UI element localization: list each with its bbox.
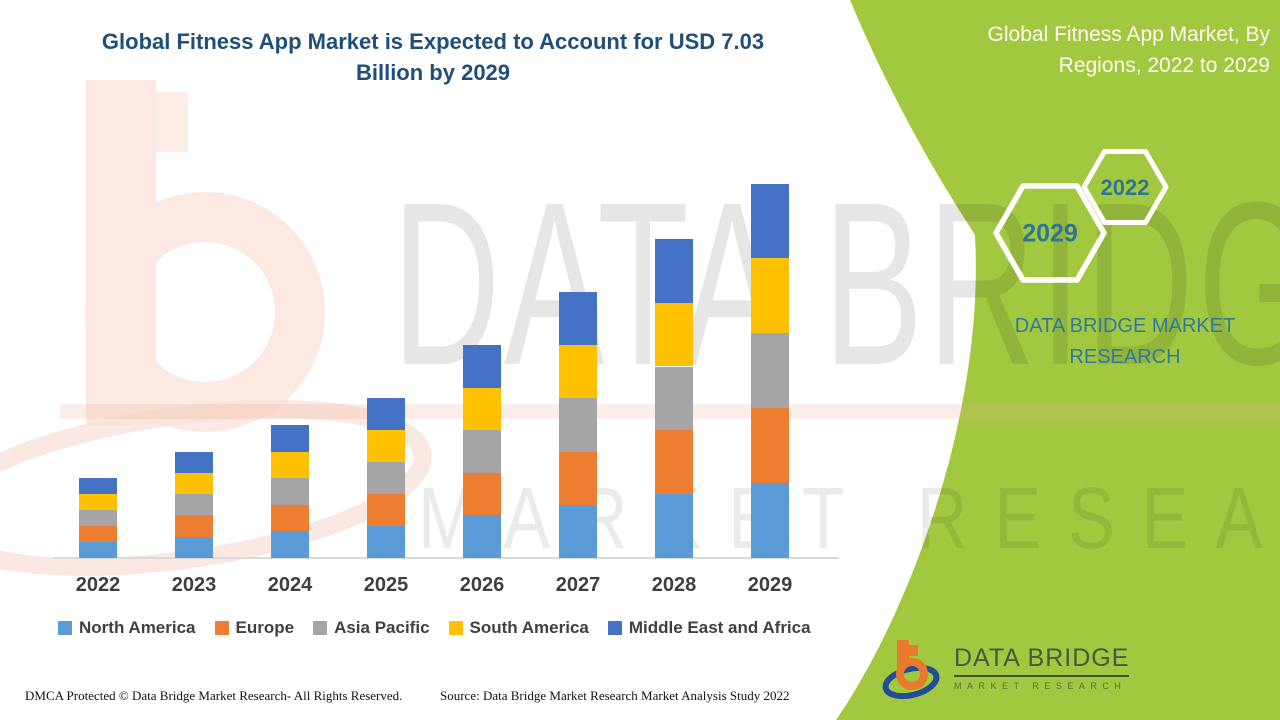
legend-swatch-south-america [448,621,463,635]
bar-segment-middle-east-and-africa-2027 [559,292,597,346]
bar-segment-europe-2027 [559,451,597,505]
side-panel-title-line1: Global Fitness App Market, By [987,23,1270,46]
x-axis-label-2025: 2025 [363,574,409,596]
bar-segment-asia-pacific-2024 [271,478,309,505]
legend-swatch-middle-east-and-africa [607,621,622,635]
legend-label: Asia Pacific [334,618,430,637]
footer-logo-text: DATA BRIDGE MARKET RESEARCH [954,644,1130,691]
bar-segment-europe-2029 [751,408,789,483]
hexagon-2029-label: 2029 [1022,220,1078,248]
bar-segment-middle-east-and-africa-2024 [271,425,309,452]
bar-segment-middle-east-and-africa-2026 [463,345,501,388]
x-axis-label-2026: 2026 [459,574,505,596]
bar-segment-south-america-2029 [751,258,789,333]
brand-caption-line1: DATA BRIDGE MARKET [1014,315,1236,337]
page-title: Global Fitness App Market is Expected to… [53,26,813,88]
bar-segment-asia-pacific-2023 [175,494,213,516]
bar-segment-europe-2024 [271,504,309,532]
bar-segment-north-america-2023 [175,536,213,558]
bar-segment-south-america-2022 [79,494,117,511]
bar-segment-europe-2023 [175,515,213,537]
hexagon-2022: 2022 [1081,149,1169,225]
legend-item-asia-pacific: Asia Pacific [313,618,430,638]
x-axis-label-2029: 2029 [747,574,793,596]
bar-segment-south-america-2023 [175,472,213,495]
x-axis-label-2028: 2028 [651,574,697,596]
page-title-line1: Global Fitness App Market is Expected to… [101,29,765,54]
bar-segment-north-america-2024 [271,531,309,558]
hexagon-2022-label: 2022 [1101,175,1150,200]
legend-label: Middle East and Africa [628,618,811,637]
legend-swatch-asia-pacific [313,621,328,635]
x-axis-line [53,557,839,559]
footer-source-text: Source: Data Bridge Market Research Mark… [440,688,790,703]
legend-swatch-north-america [58,621,72,635]
bar-segment-north-america-2027 [559,504,597,558]
legend-label: South America [469,618,589,637]
page-title-line2: Billion by 2029 [355,60,511,85]
bar-segment-middle-east-and-africa-2023 [175,451,213,473]
bar-segment-north-america-2025 [367,526,405,558]
bar-segment-europe-2025 [367,494,405,527]
bar-segment-asia-pacific-2022 [79,510,117,527]
footer-logo: DATA BRIDGE MARKET RESEARCH [880,636,1130,704]
bar-segment-south-america-2027 [559,345,597,399]
bar-segment-middle-east-and-africa-2022 [79,478,117,495]
footer-dmca-text: DMCA Protected © Data Bridge Market Rese… [25,688,403,703]
brand-caption-line2: RESEARCH [1069,346,1181,368]
legend-label: North America [79,618,196,637]
footer-logo-subtitle: MARKET RESEARCH [954,681,1127,691]
footer-logo-brand: DATA BRIDGE [954,644,1130,677]
bar-segment-middle-east-and-africa-2029 [751,184,789,258]
bar-segment-north-america-2026 [463,515,501,558]
side-panel-title: Global Fitness App Market, By Regions, 2… [920,19,1270,81]
bar-segment-middle-east-and-africa-2025 [367,398,405,431]
bar-segment-north-america-2028 [655,494,693,558]
bar-segment-asia-pacific-2029 [751,333,789,408]
x-axis-label-2024: 2024 [267,574,313,596]
x-axis-label-2023: 2023 [171,574,217,596]
legend-item-middle-east-and-africa: Middle East and Africa [607,618,811,638]
legend-swatch-europe [214,621,229,635]
brand-caption: DATA BRIDGE MARKET RESEARCH [955,311,1280,373]
bar-segment-asia-pacific-2028 [655,366,693,431]
bar-segment-south-america-2024 [271,451,309,479]
hexagon-2029: 2029 [993,183,1107,283]
bar-segment-europe-2028 [655,430,693,495]
bar-segment-south-america-2026 [463,387,501,431]
bar-segment-europe-2026 [463,472,501,516]
bar-segment-asia-pacific-2027 [559,398,597,452]
bar-segment-north-america-2029 [751,483,789,558]
bar-chart: 2022 2023 2024 2025 2026 2027 2028 2029 [53,184,839,596]
x-axis-label-2022: 2022 [75,574,121,596]
bar-segment-asia-pacific-2026 [463,430,501,473]
legend-item-europe: Europe [214,618,295,638]
bar-segment-south-america-2025 [367,430,405,463]
bar-segment-south-america-2028 [655,302,693,367]
legend-label: Europe [235,618,295,637]
bar-segment-europe-2022 [79,526,117,543]
legend-item-south-america: South America [448,618,589,638]
legend-item-north-america: North America [58,618,196,638]
x-axis-label-2027: 2027 [555,574,601,596]
bar-segment-north-america-2022 [79,542,117,558]
bar-segment-middle-east-and-africa-2028 [655,238,693,303]
bar-segment-asia-pacific-2025 [367,462,405,495]
legend: North America Europe Asia Pacific South Ame… [58,618,811,638]
side-panel-title-line2: Regions, 2022 to 2029 [1058,54,1270,77]
data-bridge-b-icon [882,640,940,700]
